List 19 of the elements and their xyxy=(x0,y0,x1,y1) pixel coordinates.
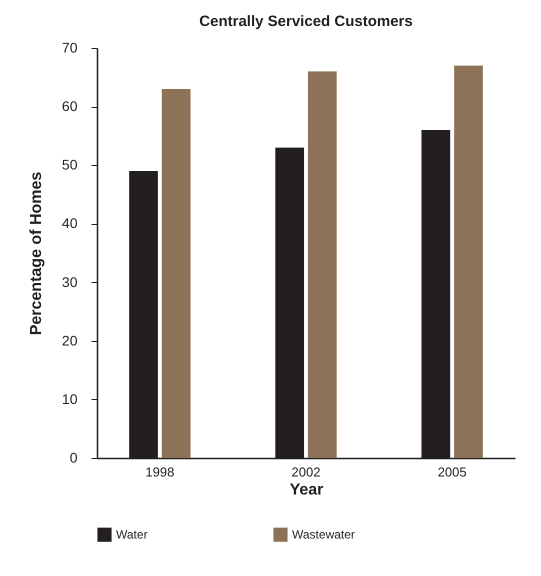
y-tick-label: 30 xyxy=(62,274,78,290)
y-tick-label: 10 xyxy=(62,390,78,407)
bar xyxy=(162,89,191,458)
bar xyxy=(454,66,483,458)
y-tick-label: 40 xyxy=(62,215,78,232)
y-tick-label: 20 xyxy=(62,332,78,348)
y-tick-label: 60 xyxy=(62,98,78,114)
x-axis-title: Year xyxy=(290,482,324,498)
bar xyxy=(308,71,337,458)
x-tick-label: 2005 xyxy=(438,464,467,480)
x-tick-label: 1998 xyxy=(145,464,174,480)
y-tick-label: 70 xyxy=(62,40,78,56)
y-tick-label: 0 xyxy=(70,450,78,466)
x-tick-label: 2002 xyxy=(292,464,320,480)
chart-title: Centrally Serviced Customers xyxy=(199,13,413,30)
legend-label: Water xyxy=(116,528,148,542)
y-tick-label: 50 xyxy=(62,156,78,173)
legend-label: Wastewater xyxy=(292,528,355,542)
y-axis-title: Percentage of Homes xyxy=(28,172,45,336)
